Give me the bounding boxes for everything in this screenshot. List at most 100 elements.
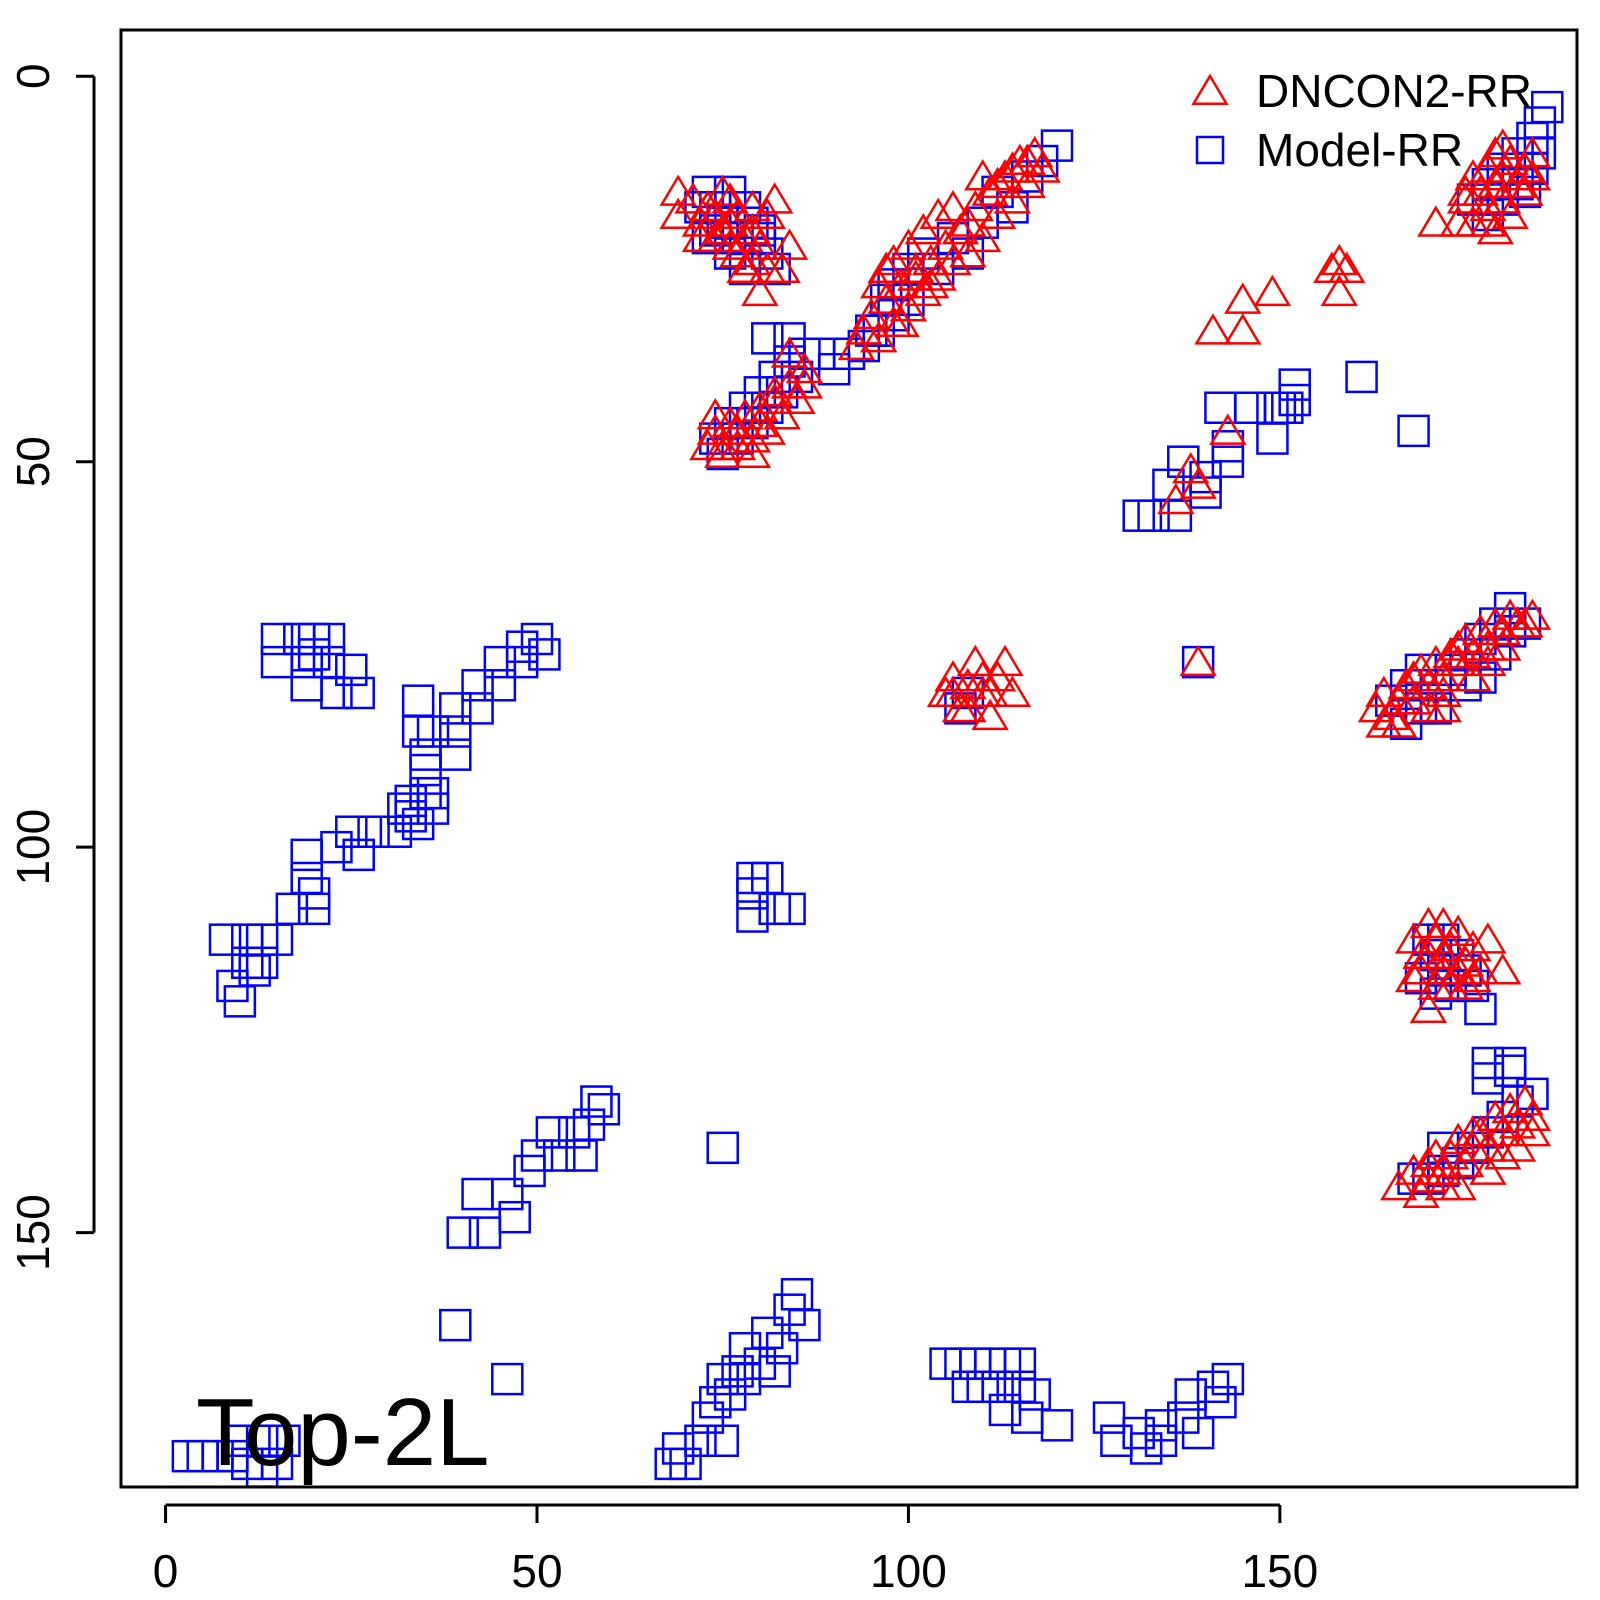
model-point-143 bbox=[416, 715, 450, 748]
dncon2-point-42 bbox=[733, 436, 772, 468]
dncon2-point-194 bbox=[1484, 1138, 1522, 1170]
dncon2-point-220 bbox=[1484, 128, 1522, 160]
dncon2-point-144 bbox=[1506, 606, 1544, 638]
dncon2-point-75 bbox=[860, 266, 898, 299]
model-point-238 bbox=[1040, 1409, 1074, 1442]
dncon2-point-52 bbox=[860, 320, 898, 353]
x-tick-label-100: 100 bbox=[870, 1545, 947, 1597]
dncon2-point-41 bbox=[770, 336, 809, 368]
dncon2-point-130 bbox=[1454, 636, 1492, 669]
dncon2-point-192 bbox=[1454, 1114, 1492, 1147]
dncon2-point-25 bbox=[756, 182, 794, 214]
dncon2-point-115 bbox=[1320, 274, 1358, 307]
dncon2-point-124 bbox=[1409, 667, 1448, 700]
dncon2-point-165 bbox=[1461, 953, 1500, 985]
dncon2-point-110 bbox=[1224, 313, 1262, 345]
dncon2-point-215 bbox=[1417, 205, 1455, 237]
dncon2-point-107 bbox=[1179, 467, 1217, 499]
dncon2-point-91 bbox=[934, 660, 972, 692]
dncon2-point-3 bbox=[681, 205, 720, 237]
dncon2-point-26 bbox=[681, 220, 720, 253]
model-point-259 bbox=[216, 1439, 249, 1473]
model-point-172 bbox=[297, 892, 331, 926]
dncon2-point-58 bbox=[904, 274, 942, 307]
dncon2-point-47 bbox=[756, 382, 794, 415]
dncon2-point-196 bbox=[1513, 1114, 1552, 1147]
dncon2-point-9 bbox=[711, 205, 749, 237]
dncon2-point-88 bbox=[1008, 143, 1046, 176]
dncon2-point-33 bbox=[733, 421, 772, 453]
dncon2-point-74 bbox=[1023, 151, 1061, 183]
model-point-28 bbox=[751, 322, 784, 355]
dncon2-point-126 bbox=[1424, 660, 1462, 692]
dncon2-point-23 bbox=[711, 228, 749, 260]
dncon2-point-146 bbox=[1424, 690, 1462, 723]
dncon2-point-147 bbox=[1394, 660, 1433, 692]
legend-marker-dncon2 bbox=[1191, 73, 1229, 105]
dncon2-point-21 bbox=[741, 274, 779, 307]
dncon2-point-199 bbox=[1476, 135, 1514, 168]
dncon2-point-169 bbox=[1484, 953, 1522, 985]
model-point-202 bbox=[572, 1108, 606, 1141]
dncon2-point-178 bbox=[1446, 1145, 1485, 1178]
dncon2-point-108 bbox=[1209, 413, 1247, 445]
model-point-209 bbox=[684, 1424, 717, 1457]
y-tick-label-150: 150 bbox=[7, 1194, 59, 1271]
dncon2-point-214 bbox=[1469, 205, 1507, 237]
dncon2-point-86 bbox=[978, 166, 1017, 199]
model-point-248 bbox=[1204, 1385, 1237, 1419]
model-point-139 bbox=[335, 653, 368, 687]
dncon2-point-116 bbox=[1328, 251, 1366, 283]
model-point-214 bbox=[721, 1355, 754, 1388]
dncon2-point-78 bbox=[904, 212, 942, 245]
dncon2-point-189 bbox=[1394, 1153, 1433, 1185]
model-point-203 bbox=[439, 1308, 472, 1342]
model-point-121 bbox=[1531, 90, 1564, 124]
dncon2-point-171 bbox=[1454, 960, 1492, 993]
model-point-249 bbox=[1181, 1416, 1215, 1450]
dncon2-point-145 bbox=[1513, 598, 1552, 630]
model-point-196 bbox=[535, 1116, 569, 1149]
dncon2-point-164 bbox=[1446, 968, 1485, 1000]
model-point-112 bbox=[1493, 1046, 1527, 1080]
model-point-193 bbox=[498, 1200, 531, 1234]
model-point-189 bbox=[446, 1216, 479, 1249]
dncon2-point-103 bbox=[934, 675, 972, 707]
dncon2-point-44 bbox=[704, 428, 742, 461]
dncon2-point-135 bbox=[1491, 598, 1529, 630]
dncon2-point-99 bbox=[993, 675, 1032, 707]
model-point-152 bbox=[483, 669, 517, 702]
dncon2-point-149 bbox=[1409, 991, 1448, 1024]
dncon2-point-53 bbox=[867, 282, 905, 314]
dncon2-point-160 bbox=[1409, 906, 1448, 939]
model-point-167 bbox=[342, 838, 375, 872]
dncon2-point-89 bbox=[912, 266, 950, 299]
dncon2-point-128 bbox=[1439, 644, 1477, 677]
model-point-151 bbox=[461, 669, 494, 702]
dncon2-point-195 bbox=[1380, 1168, 1418, 1201]
model-point-187 bbox=[773, 892, 806, 926]
dncon2-point-29 bbox=[704, 436, 742, 468]
dncon2-point-69 bbox=[986, 159, 1024, 191]
model-point-222 bbox=[706, 1424, 739, 1457]
dncon2-point-190 bbox=[1409, 1145, 1448, 1178]
dncon2-point-62 bbox=[934, 243, 972, 276]
dncon2-point-185 bbox=[1498, 1107, 1537, 1139]
dncon2-point-85 bbox=[964, 159, 1002, 191]
dncon2-point-127 bbox=[1432, 636, 1470, 669]
dncon2-point-216 bbox=[1446, 182, 1485, 214]
dncon2-point-36 bbox=[756, 374, 794, 407]
dncon2-point-197 bbox=[1498, 1130, 1537, 1162]
model-point-200 bbox=[580, 1085, 613, 1118]
dncon2-point-203 bbox=[1506, 151, 1544, 183]
dncon2-point-39 bbox=[778, 382, 816, 415]
model-point-224 bbox=[758, 1355, 791, 1388]
dncon2-point-112 bbox=[1253, 274, 1292, 307]
dncon2-point-51 bbox=[852, 297, 890, 330]
dncon2-point-35 bbox=[748, 413, 786, 445]
dncon2-point-77 bbox=[889, 228, 928, 260]
dncon2-point-60 bbox=[919, 259, 957, 291]
dncon2-point-17 bbox=[733, 243, 772, 276]
points-layer bbox=[171, 90, 1564, 1488]
